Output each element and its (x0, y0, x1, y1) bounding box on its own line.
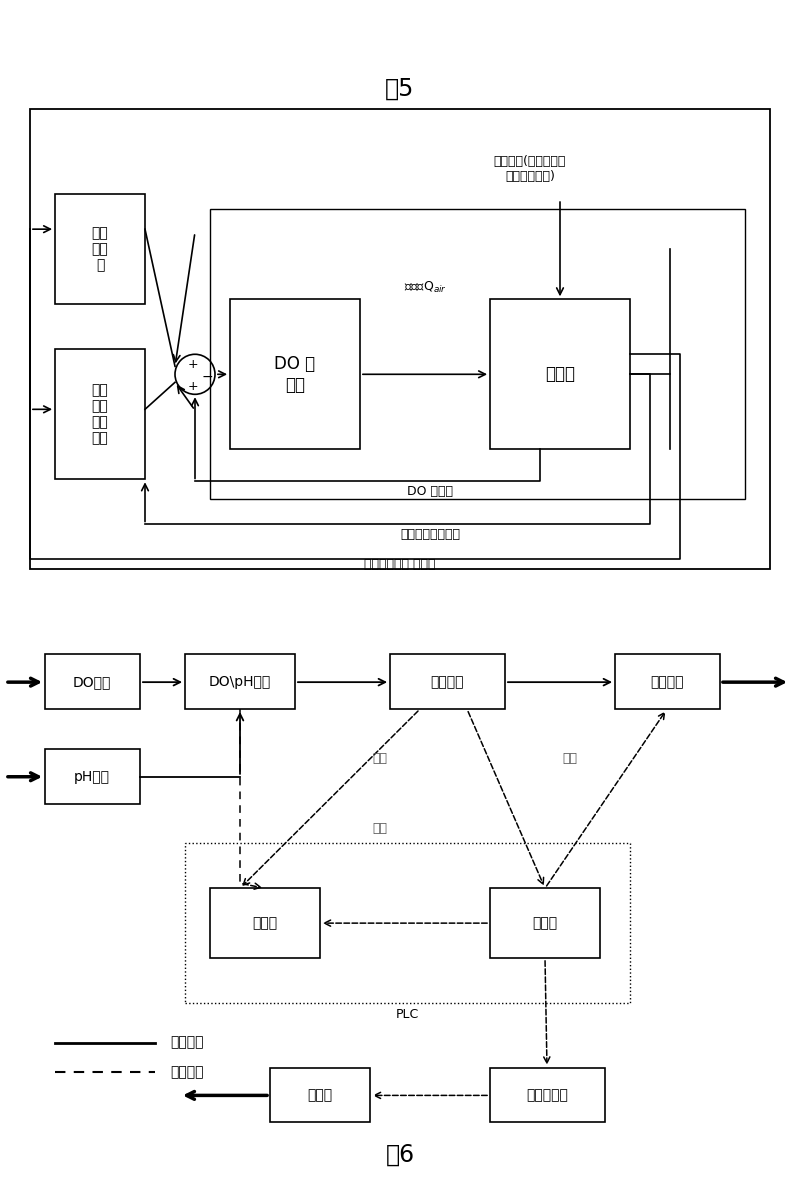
Text: 数据: 数据 (373, 823, 387, 835)
Text: 反应器: 反应器 (545, 366, 575, 384)
Bar (615, 655, 720, 709)
Text: 图5: 图5 (386, 77, 414, 101)
Bar (185, 843, 630, 1002)
Bar (490, 1067, 605, 1122)
Bar (55, 194, 145, 305)
Text: DO\pH表头: DO\pH表头 (209, 675, 271, 689)
Text: 亚硝
积累
率控
制器: 亚硝 积累 率控 制器 (92, 382, 108, 446)
Text: 图6: 图6 (386, 1143, 414, 1167)
Text: DO 控
制器: DO 控 制器 (274, 355, 315, 393)
Text: 曝气头: 曝气头 (307, 1089, 333, 1102)
Text: 氨氮
控制
器: 氨氮 控制 器 (92, 225, 108, 272)
Text: 输出设备: 输出设备 (650, 675, 684, 689)
Text: pH探头: pH探头 (74, 770, 110, 784)
Text: DO 测定值: DO 测定值 (407, 484, 453, 498)
Bar (45, 655, 140, 709)
Text: 曝气量Q$_{air}$: 曝气量Q$_{air}$ (403, 279, 446, 295)
Text: 亚硝积累率测定值: 亚硝积累率测定值 (400, 528, 460, 541)
Bar (230, 300, 360, 450)
Bar (185, 655, 295, 709)
Text: +: + (188, 380, 198, 393)
Bar (490, 300, 630, 450)
Text: 控制器: 控制器 (533, 916, 558, 930)
Text: 指令: 指令 (562, 752, 578, 765)
Bar (490, 888, 600, 958)
Bar (390, 655, 505, 709)
Text: DO探头: DO探头 (73, 675, 111, 689)
Bar (210, 209, 745, 500)
Bar (270, 1067, 370, 1122)
Text: 运算器: 运算器 (253, 916, 278, 930)
Bar (55, 349, 145, 480)
Bar (30, 109, 770, 570)
Text: 出水氨氮浓度 测定值: 出水氨氮浓度 测定值 (364, 558, 436, 571)
Text: 内存储器: 内存储器 (430, 675, 464, 689)
Text: 空气压缩机: 空气压缩机 (526, 1089, 568, 1102)
Text: 干扰因素(进水流量、
进水氨氮浓度): 干扰因素(进水流量、 进水氨氮浓度) (494, 155, 566, 183)
Text: +: + (188, 357, 198, 370)
Text: 数据: 数据 (373, 752, 387, 765)
Bar (210, 888, 320, 958)
Bar (45, 749, 140, 803)
Text: 数据信号: 数据信号 (170, 1036, 203, 1049)
Text: −: − (201, 370, 213, 385)
Text: PLC: PLC (395, 1008, 418, 1022)
Text: 控制信号: 控制信号 (170, 1066, 203, 1079)
